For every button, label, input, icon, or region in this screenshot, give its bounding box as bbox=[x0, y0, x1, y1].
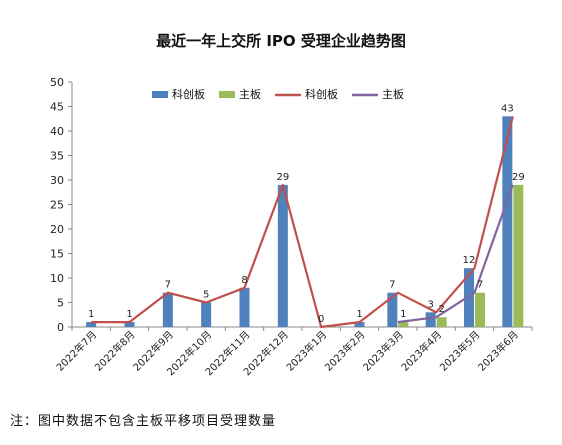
y-tick-label: 45 bbox=[50, 101, 64, 114]
x-tick-label: 2023年6月 bbox=[475, 328, 521, 374]
x-tick-label: 2023年3月 bbox=[360, 328, 406, 374]
data-label: 3 bbox=[427, 299, 433, 310]
bar-kechuang bbox=[86, 322, 97, 327]
legend-label: 主板 bbox=[382, 87, 404, 101]
x-tick-label: 2023年1月 bbox=[283, 328, 329, 374]
footnote: 注：图中数据不包含主板平移项目受理数量 bbox=[10, 414, 277, 429]
data-label: 1 bbox=[88, 309, 94, 320]
y-tick-label: 0 bbox=[57, 321, 64, 334]
legend-swatch bbox=[152, 91, 168, 98]
data-label: 2 bbox=[438, 304, 444, 315]
y-tick-label: 15 bbox=[50, 248, 64, 261]
data-label: 7 bbox=[389, 280, 395, 291]
bar-kechuang bbox=[502, 116, 513, 327]
legend-label: 科创板 bbox=[305, 87, 338, 101]
data-label: 1 bbox=[356, 309, 362, 320]
bar-kechuang bbox=[464, 268, 474, 327]
data-label: 7 bbox=[165, 280, 171, 291]
legend-label: 主板 bbox=[239, 87, 261, 101]
y-tick-label: 20 bbox=[50, 223, 64, 236]
bar-zhuban bbox=[436, 317, 447, 327]
data-label: 12 bbox=[463, 255, 476, 266]
x-tick-label: 2022年8月 bbox=[92, 328, 138, 374]
bar-kechuang bbox=[201, 302, 212, 327]
chart-title: 最近一年上交所 IPO 受理企业趋势图 bbox=[156, 32, 406, 50]
data-label: 1 bbox=[126, 309, 132, 320]
y-tick-label: 35 bbox=[50, 150, 64, 163]
x-tick-label: 2023年5月 bbox=[437, 328, 483, 374]
bar-kechuang bbox=[425, 312, 436, 327]
y-tick-label: 25 bbox=[50, 199, 64, 212]
bar-kechuang bbox=[387, 292, 398, 327]
legend-label: 科创板 bbox=[172, 87, 205, 101]
data-label: 5 bbox=[203, 290, 209, 301]
bar-kechuang bbox=[239, 287, 250, 327]
data-label: 7 bbox=[477, 280, 483, 291]
y-tick-label: 30 bbox=[50, 174, 64, 187]
y-tick-label: 50 bbox=[50, 76, 64, 89]
data-label: 1 bbox=[400, 309, 406, 320]
data-label: 0 bbox=[318, 314, 324, 325]
bar-kechuang bbox=[124, 322, 135, 327]
data-label: 8 bbox=[241, 275, 247, 286]
line-kechuang bbox=[91, 116, 514, 329]
bar-zhuban bbox=[475, 292, 485, 327]
x-tick-label: 2023年2月 bbox=[322, 328, 368, 374]
bar-zhuban bbox=[398, 322, 409, 327]
y-tick-label: 10 bbox=[50, 272, 64, 285]
x-tick-label: 2022年7月 bbox=[53, 328, 99, 374]
x-tick-label: 2023年4月 bbox=[398, 328, 444, 374]
y-tick-label: 40 bbox=[50, 125, 64, 138]
bar-zhuban bbox=[513, 184, 524, 327]
data-label: 43 bbox=[501, 103, 514, 114]
legend-swatch bbox=[219, 91, 235, 98]
data-label: 29 bbox=[512, 172, 525, 183]
bar-kechuang bbox=[354, 322, 365, 327]
line-zhuban bbox=[397, 184, 514, 324]
data-label: 29 bbox=[276, 172, 289, 183]
bar-kechuang bbox=[162, 292, 173, 327]
y-tick-label: 5 bbox=[57, 297, 64, 310]
bar-kechuang bbox=[277, 184, 288, 327]
